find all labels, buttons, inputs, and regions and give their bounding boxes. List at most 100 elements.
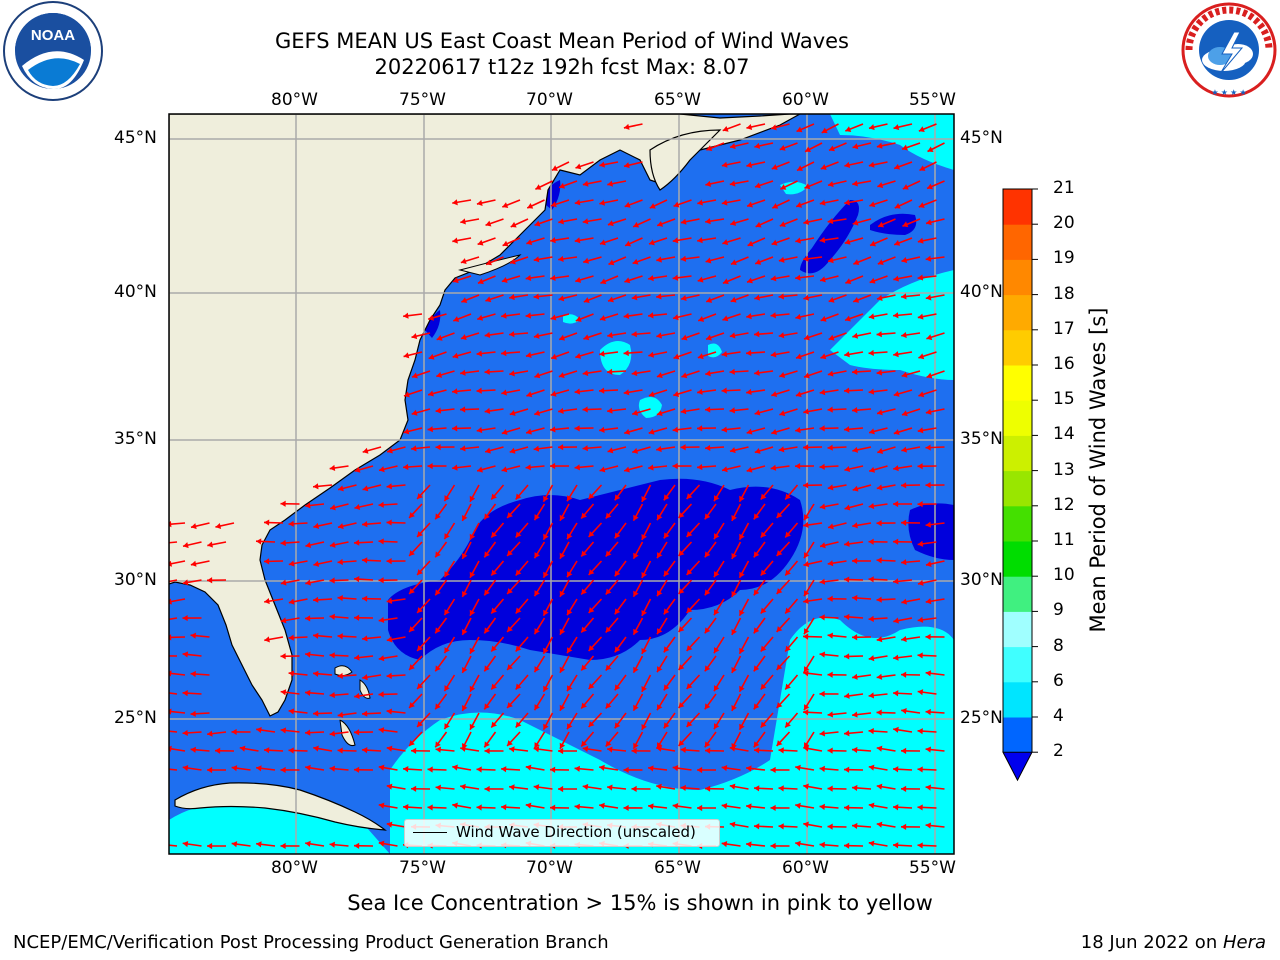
wind-wave-arrowhead xyxy=(533,256,540,263)
wind-wave-arrowhead xyxy=(686,493,693,499)
lon-tick-bottom-60w: 60°W xyxy=(782,858,829,878)
wind-wave-arrowhead xyxy=(435,407,442,414)
colorbar-tick-label: 20 xyxy=(1053,213,1075,234)
wind-wave-arrowhead xyxy=(409,550,415,556)
wind-wave-arrowhead xyxy=(844,426,850,433)
wind-wave-arrowhead xyxy=(607,407,613,414)
wave-period-below-2-east xyxy=(908,503,954,560)
wind-wave-arrowhead xyxy=(641,723,647,730)
wind-wave-arrow xyxy=(169,579,178,583)
wind-wave-arrowhead xyxy=(190,560,197,567)
wind-wave-arrow xyxy=(169,617,178,621)
wind-wave-arrowhead xyxy=(484,627,490,634)
wind-wave-arrowhead xyxy=(893,804,899,811)
wind-wave-arrowhead xyxy=(378,764,385,771)
wind-wave-arrowhead xyxy=(280,842,286,850)
wind-wave-arrowhead xyxy=(778,747,784,754)
wind-wave-arrowhead xyxy=(632,447,639,454)
wind-wave-arrowhead xyxy=(721,802,728,810)
wind-wave-arrowhead xyxy=(190,632,196,639)
colorbar xyxy=(1002,188,1038,782)
lon-tick-top-65w: 65°W xyxy=(654,90,701,110)
wind-wave-arrowhead xyxy=(760,721,767,728)
wind-wave-arrowhead xyxy=(869,466,876,473)
wind-wave-arrowhead xyxy=(313,670,319,677)
wind-wave-arrowhead xyxy=(641,571,647,578)
wind-wave-arrowhead xyxy=(534,372,541,379)
wind-wave-arrowhead xyxy=(760,607,767,614)
lon-tick-top-75w: 75°W xyxy=(399,90,446,110)
wind-wave-arrowhead xyxy=(337,747,343,754)
wind-wave-arrowhead xyxy=(428,353,435,360)
wind-wave-arrowhead xyxy=(362,747,368,754)
wind-wave-arrowhead xyxy=(672,765,679,772)
wind-wave-arrowhead xyxy=(852,784,858,792)
wave-period-below-2-north xyxy=(800,200,859,274)
wind-wave-arrowhead xyxy=(386,783,393,790)
wind-wave-arrowhead xyxy=(844,576,850,583)
wind-wave-arrowhead xyxy=(827,370,834,377)
wind-wave-arrowhead xyxy=(828,523,834,530)
wind-wave-arrowhead xyxy=(337,672,343,680)
wind-wave-arrowhead xyxy=(484,785,490,793)
wind-wave-arrowhead xyxy=(770,312,776,319)
wind-wave-arrowhead xyxy=(484,331,491,338)
wind-wave-arrowhead xyxy=(460,369,466,376)
wave-period-4-6-patch-1 xyxy=(600,341,632,375)
wind-wave-arrowhead xyxy=(264,636,270,643)
wind-wave-arrowhead xyxy=(525,464,531,471)
wind-wave-arrowhead xyxy=(460,258,467,265)
wind-wave-arrowhead xyxy=(827,632,834,639)
wind-wave-arrowhead xyxy=(509,331,515,338)
wind-wave-arrowhead xyxy=(305,579,311,586)
wind-wave-arrowhead xyxy=(485,447,491,454)
wind-wave-arrowhead xyxy=(729,821,736,828)
wind-wave-arrowhead xyxy=(567,495,573,502)
wind-wave-arrowhead xyxy=(844,692,850,699)
wind-wave-arrowhead xyxy=(844,540,850,547)
wind-wave-arrowhead xyxy=(477,466,483,473)
wind-wave-arrowhead xyxy=(491,645,497,652)
wind-wave-arrowhead xyxy=(559,742,566,749)
wind-wave-arrowhead xyxy=(876,745,883,752)
wind-wave-arrowhead xyxy=(558,372,565,379)
wind-wave-arrowhead xyxy=(182,651,189,658)
wind-wave-arrowhead xyxy=(403,352,410,359)
wind-wave-arrowhead xyxy=(731,590,737,597)
wind-wave-arrowhead xyxy=(641,647,647,654)
wind-wave-arrowhead xyxy=(588,645,595,651)
wind-wave-arrowhead xyxy=(484,703,490,710)
wind-wave-arrowhead xyxy=(469,571,476,578)
wind-wave-arrowhead xyxy=(697,276,704,283)
wind-wave-arrowhead xyxy=(819,199,826,206)
wind-wave-arrowhead xyxy=(631,785,637,792)
wind-wave-arrowhead xyxy=(755,221,762,228)
wind-wave-arrowhead xyxy=(526,428,532,435)
wind-wave-arrowhead xyxy=(746,803,752,810)
wind-wave-arrowhead xyxy=(378,840,385,847)
wind-wave-arrowhead xyxy=(477,314,484,321)
wind-wave-arrowhead xyxy=(305,651,311,658)
wind-wave-arrowhead xyxy=(657,742,663,749)
wind-wave-arrowhead xyxy=(795,237,801,244)
wind-wave-arrowhead xyxy=(672,274,679,281)
wind-wave-arrowhead xyxy=(551,165,558,171)
wind-wave-arrowhead xyxy=(435,665,441,672)
lat-tick-right-45n: 45°N xyxy=(960,128,1003,148)
land-nova-scotia xyxy=(649,129,722,191)
wind-wave-arrowhead xyxy=(844,653,850,660)
wind-wave-arrowhead xyxy=(182,690,188,697)
wind-wave-arrowhead xyxy=(776,588,783,594)
wind-wave-arrowhead xyxy=(329,765,335,772)
wind-wave-arrowhead xyxy=(686,569,693,575)
colorbar-segment xyxy=(1003,576,1032,612)
wind-wave-arrowhead xyxy=(507,512,513,518)
lon-tick-top-70w: 70°W xyxy=(526,90,573,110)
wind-wave-arrowhead xyxy=(771,391,778,398)
wind-wave-arrowhead xyxy=(452,388,458,395)
wind-wave-arrowhead xyxy=(386,597,393,604)
wind-wave-arrowhead xyxy=(917,427,924,434)
wind-wave-arrowhead xyxy=(820,276,826,283)
wind-wave-arrowhead xyxy=(460,334,467,341)
wind-wave-arrowhead xyxy=(918,353,925,360)
